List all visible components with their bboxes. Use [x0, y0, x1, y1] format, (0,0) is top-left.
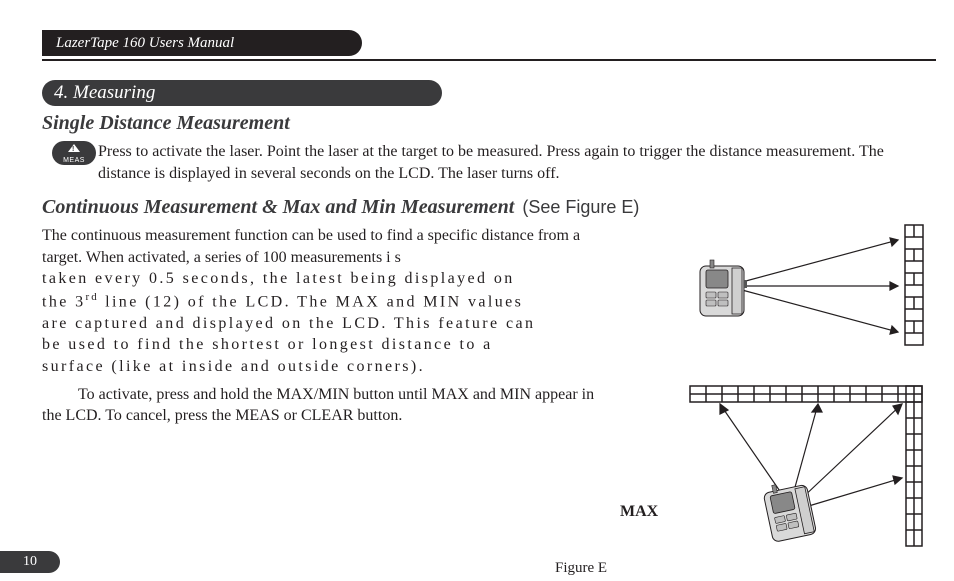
figure-e-bottom [650, 380, 940, 550]
section-heading-text: 4. Measuring [54, 82, 155, 103]
p2-text: To activate, press and hold the MAX/MIN … [42, 386, 594, 425]
p1b2-sup: rd [86, 291, 99, 303]
p1b2-post: line (12) of the LCD. The MAX and MIN va… [99, 293, 524, 310]
continuous-p1b1: taken every 0.5 seconds, the latest bein… [42, 268, 602, 290]
p1b5-text: surface (like at inside and outside corn… [42, 358, 425, 375]
continuous-heading: Continuous Measurement & Max and Min Mea… [42, 196, 514, 218]
continuous-p1a: The continuous measurement function can … [42, 225, 602, 268]
figure-max-label: MAX [620, 503, 658, 521]
single-heading: Single Distance Measurement [42, 112, 912, 135]
continuous-p1b3: are captured and displayed on the LCD. T… [42, 313, 602, 335]
section-heading-pill: 4. Measuring [42, 80, 442, 106]
page-number: 10 [0, 551, 60, 573]
manual-page: LazerTape 160 Users Manual 4. Measuring … [0, 0, 954, 581]
continuous-p2: To activate, press and hold the MAX/MIN … [42, 384, 602, 427]
header-tab: LazerTape 160 Users Manual [42, 30, 362, 56]
continuous-body: The continuous measurement function can … [42, 225, 602, 427]
p1b2-pre: the 3 [42, 293, 86, 310]
header-rule [42, 59, 936, 61]
continuous-p1b2: the 3rd line (12) of the LCD. The MAX an… [42, 290, 602, 313]
figure-e-top [680, 220, 930, 350]
single-body: Press to activate the laser. Point the l… [98, 141, 908, 184]
figure-caption: Figure E [555, 560, 607, 577]
continuous-p1b5: surface (like at inside and outside corn… [42, 356, 602, 378]
continuous-heading-note: (See Figure E) [522, 197, 639, 217]
continuous-p1b4: be used to find the shortest or longest … [42, 334, 602, 356]
header-title: LazerTape 160 Users Manual [56, 35, 234, 51]
